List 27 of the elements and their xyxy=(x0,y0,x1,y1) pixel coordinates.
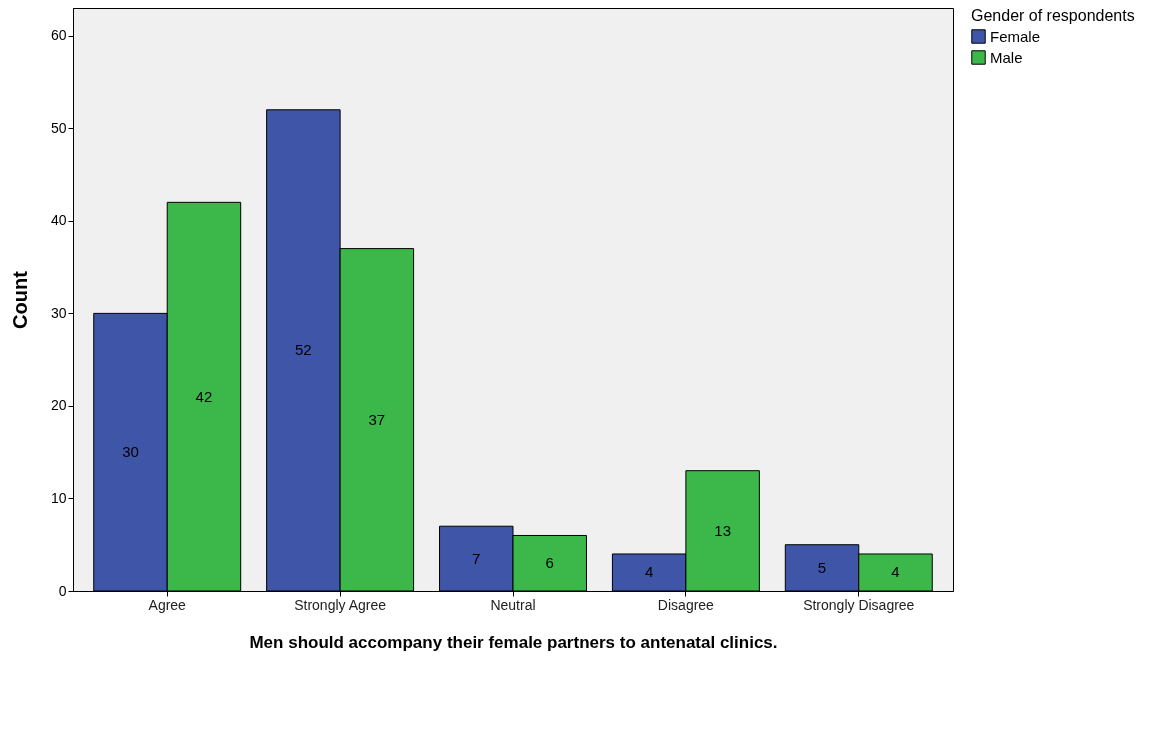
data-label: 42 xyxy=(195,387,213,405)
y-tick-label: 50 xyxy=(50,119,67,136)
y-tick-label: 10 xyxy=(50,489,67,506)
y-tick-label: 20 xyxy=(50,397,67,414)
x-tick-label: Agree xyxy=(148,596,187,613)
y-tick-label: 0 xyxy=(58,582,67,599)
x-axis-title: Men should accompany their female partners to antenatal clinics. xyxy=(249,632,778,652)
data-label: 6 xyxy=(545,554,554,572)
x-tick-label: Strongly Disagree xyxy=(803,596,915,613)
data-label: 4 xyxy=(644,563,654,581)
x-tick-label: Disagree xyxy=(657,596,715,613)
legend-label: Male xyxy=(990,48,1023,66)
data-label: 30 xyxy=(122,443,139,461)
data-label: 37 xyxy=(368,410,386,428)
legend-label: Female xyxy=(990,27,1041,45)
data-label: 13 xyxy=(714,521,731,539)
data-label: 52 xyxy=(295,341,312,359)
y-axis-title: Count xyxy=(8,270,31,329)
y-tick-label: 30 xyxy=(50,304,67,321)
legend-title: Gender of respondents xyxy=(971,7,1135,24)
x-tick-label: Neutral xyxy=(490,596,536,613)
data-label: 4 xyxy=(891,563,900,581)
x-tick-label: Strongly Agree xyxy=(294,596,387,613)
data-label: 7 xyxy=(472,549,481,567)
data-label: 5 xyxy=(817,558,827,576)
y-tick-label: 60 xyxy=(50,27,67,44)
y-tick-label: 40 xyxy=(50,212,67,229)
